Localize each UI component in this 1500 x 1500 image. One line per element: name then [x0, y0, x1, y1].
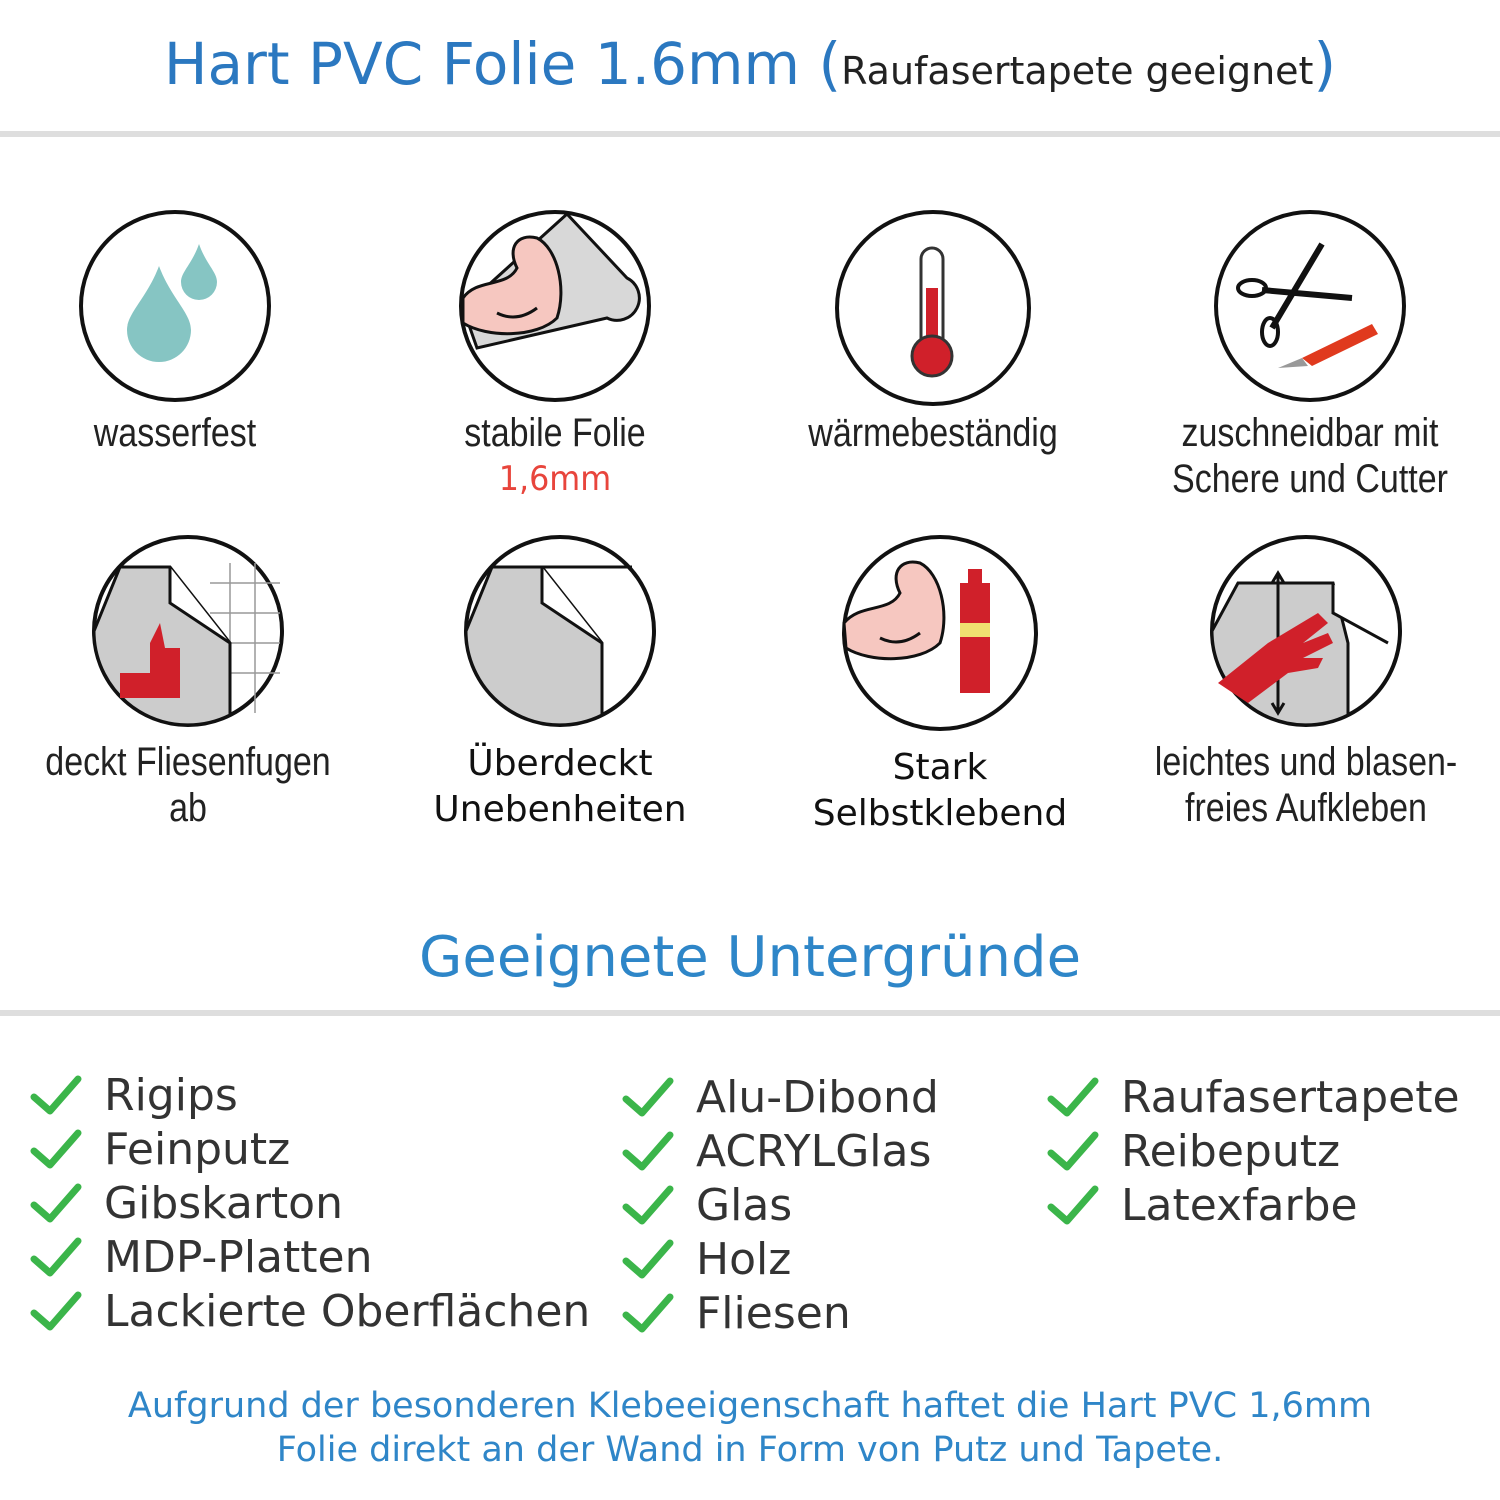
feature-label-line: Unebenheiten [433, 789, 687, 830]
surface-list-item: Lackierte Oberflächen [30, 1284, 590, 1338]
check-icon [622, 1131, 674, 1171]
title-main: Hart PVC Folie 1.6mm [163, 30, 801, 98]
check-icon [1047, 1185, 1099, 1225]
surface-list-item: Gibskarton [30, 1176, 590, 1230]
check-icon [622, 1077, 674, 1117]
muscle-glue-icon [842, 535, 1038, 731]
divider [0, 1010, 1500, 1016]
surface-list-item: Latexfarbe [1047, 1178, 1460, 1232]
surface-column: Alu-Dibond ACRYLGlas Glas Holz Fliesen [622, 1070, 939, 1340]
surface-label: Gibskarton [104, 1177, 343, 1229]
surface-label: ACRYLGlas [696, 1125, 932, 1177]
feature-label-line: leichtes und blasen- [1154, 740, 1458, 784]
surface-list-item: Raufasertapete [1047, 1070, 1460, 1124]
footer-line: Aufgrund der besonderen Klebeeigenschaft… [127, 1386, 1373, 1426]
feature-covers-unevenness: Überdeckt Unebenheiten [380, 533, 740, 833]
feature-label: stabile Folie 1,6mm [402, 410, 708, 502]
check-icon [30, 1129, 82, 1169]
check-icon [30, 1237, 82, 1277]
feature-stable-film: stabile Folie 1,6mm [375, 208, 735, 502]
page-title: Hart PVC Folie 1.6mm (Raufasertapete gee… [0, 30, 1500, 98]
feature-heat-resistant: wärmebeständig [753, 208, 1113, 456]
surface-list-item: Feinputz [30, 1122, 590, 1176]
footer-line: Folie direkt an der Wand in Form von Put… [276, 1430, 1224, 1470]
surface-list-item: Holz [622, 1232, 939, 1286]
feature-label: leichtes und blasen- freies Aufkleben [1153, 739, 1459, 831]
check-icon [30, 1291, 82, 1331]
surface-label: Rigips [104, 1069, 238, 1121]
surface-label: MDP-Platten [104, 1231, 373, 1283]
scissors-cutter-icon [1214, 210, 1406, 402]
check-icon [1047, 1077, 1099, 1117]
surface-list-item: ACRYLGlas [622, 1124, 939, 1178]
surface-label: Reibeputz [1121, 1125, 1341, 1177]
surface-label: Glas [696, 1179, 793, 1231]
feature-covers-grout: deckt Fliesenfugen ab [8, 533, 368, 831]
title-subtitle: Raufasertapete geeignet [841, 49, 1314, 93]
feature-label-line: Selbstklebend [812, 793, 1068, 834]
feature-label-line: Überdeckt [467, 743, 653, 784]
check-icon [30, 1075, 82, 1115]
surface-column: Rigips Feinputz Gibskarton MDP-Platten Lacki… [30, 1068, 590, 1338]
feature-label-line: freies Aufkleben [1185, 786, 1427, 830]
feature-label: wärmebeständig [808, 411, 1058, 455]
feature-label: Stark Selbstklebend [760, 745, 1120, 837]
check-icon [1047, 1131, 1099, 1171]
feature-label: Überdeckt Unebenheiten [380, 741, 740, 833]
surface-list-item: Rigips [30, 1068, 590, 1122]
surface-list-item: Alu-Dibond [622, 1070, 939, 1124]
title-close-paren: ) [1313, 30, 1337, 98]
surface-list-item: Fliesen [622, 1286, 939, 1340]
section-title: Geeignete Untergründe [418, 925, 1082, 990]
tile-thumbs-up-icon [92, 535, 284, 727]
water-drops-icon [79, 210, 271, 402]
feature-cuttable: zuschneidbar mit Schere und Cutter [1130, 208, 1490, 502]
surface-list-item: Reibeputz [1047, 1124, 1460, 1178]
surface-label: Feinputz [104, 1123, 291, 1175]
feature-label: deckt Fliesenfugen ab [45, 740, 331, 830]
feature-label-line: Schere und Cutter [1172, 457, 1448, 501]
surface-list-item: Glas [622, 1178, 939, 1232]
check-icon [622, 1293, 674, 1333]
thermometer-icon [835, 210, 1031, 406]
surface-label: Holz [696, 1233, 792, 1285]
feature-waterproof: wasserfest [0, 208, 355, 456]
surface-label: Lackierte Oberflächen [104, 1285, 591, 1337]
feature-sublabel: 1,6mm [498, 459, 612, 499]
feature-label: wasserfest [93, 411, 257, 455]
surface-list-item: MDP-Platten [30, 1230, 590, 1284]
surface-label: Fliesen [696, 1287, 851, 1339]
feature-easy-application: leichtes und blasen- freies Aufkleben [1126, 533, 1486, 831]
feature-label-main: stabile Folie [464, 411, 646, 455]
feature-strong-adhesive: Stark Selbstklebend [760, 533, 1120, 837]
title-open-paren: ( [818, 30, 842, 98]
hand-smooth-icon [1210, 535, 1402, 727]
footer-note: Aufgrund der besonderen Klebeeigenschaft… [0, 1384, 1500, 1472]
surface-label: Raufasertapete [1121, 1071, 1460, 1123]
surface-label: Alu-Dibond [696, 1071, 939, 1123]
surface-column: Raufasertapete Reibeputz Latexfarbe [1047, 1070, 1460, 1232]
surface-label: Latexfarbe [1121, 1179, 1358, 1231]
muscle-roll-icon [459, 210, 651, 402]
feature-label-line: zuschneidbar mit [1181, 411, 1439, 455]
feature-label: zuschneidbar mit Schere und Cutter [1157, 410, 1463, 502]
check-icon [30, 1183, 82, 1223]
check-icon [622, 1185, 674, 1225]
check-icon [622, 1239, 674, 1279]
divider [0, 131, 1500, 137]
sheet-peel-icon [464, 535, 656, 727]
feature-label-line: Stark [892, 747, 988, 788]
